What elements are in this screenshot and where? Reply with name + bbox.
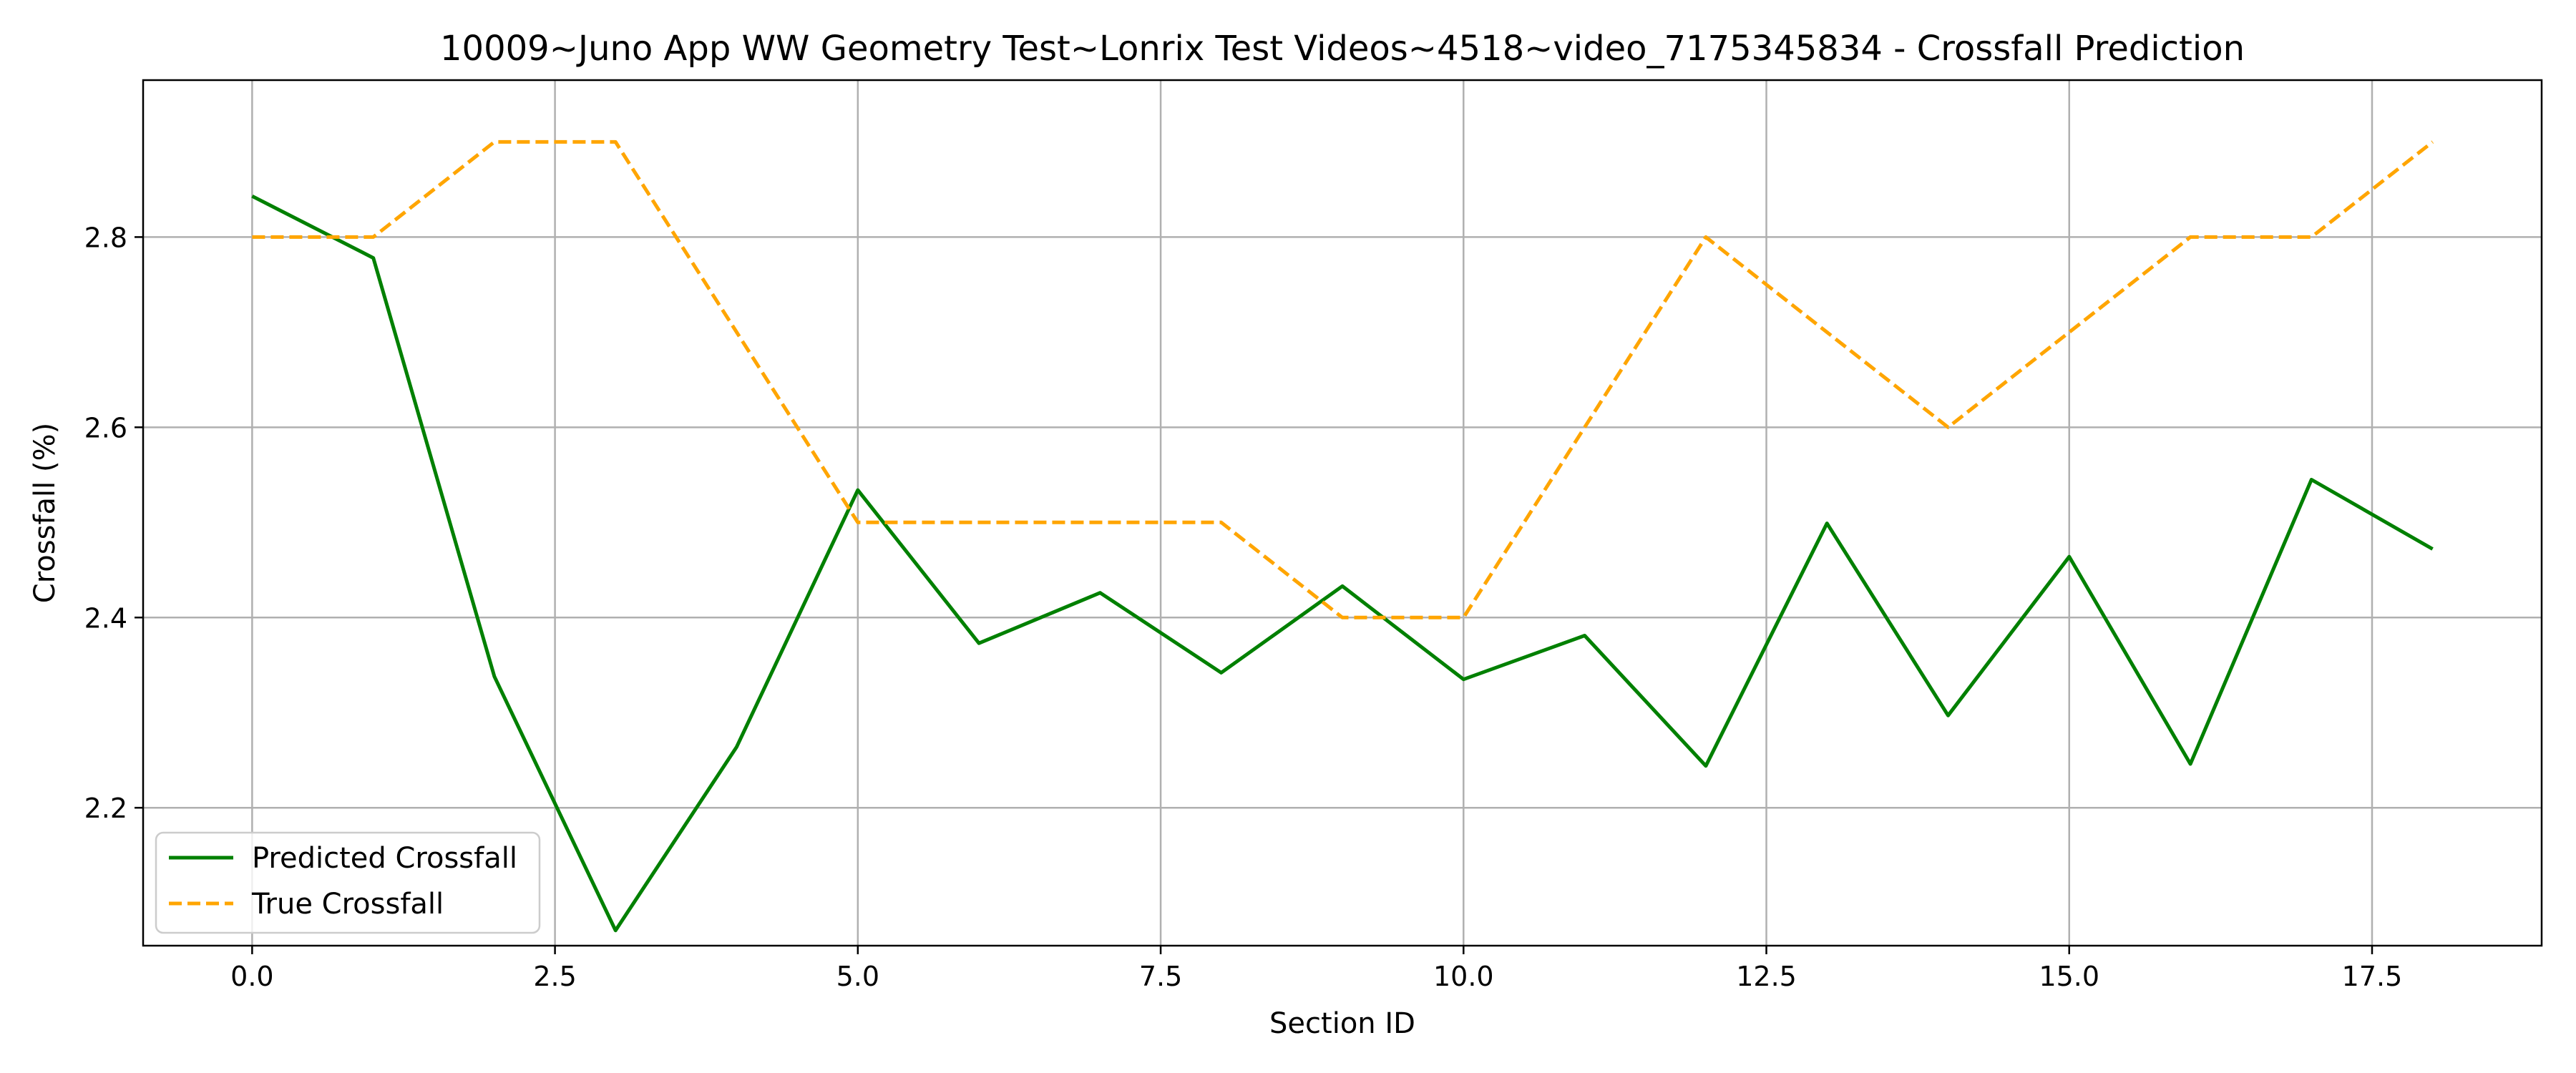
x-tick-label: 17.5	[2342, 961, 2403, 992]
plot-frame	[142, 79, 2543, 947]
x-axis-label: Section ID	[1269, 1007, 1415, 1040]
y-tick-label: 2.6	[84, 412, 127, 444]
x-tick-label: 7.5	[1139, 961, 1182, 992]
y-tick-label: 2.2	[84, 793, 127, 824]
x-tick-label: 2.5	[533, 961, 576, 992]
x-tick-label: 0.0	[230, 961, 273, 992]
legend: Predicted Crossfall True Crossfall	[155, 831, 541, 934]
ticks: 0.0 2.5 5.0 7.5 10.0 12.5 15.0 17.5 2.2 2.4 2.6 2.8	[84, 222, 2403, 992]
y-axis-label: Crossfall (%)	[29, 423, 62, 603]
x-tick-label: 12.5	[1736, 961, 1797, 992]
x-tick-label: 5.0	[836, 961, 879, 992]
y-tick-label: 2.4	[84, 602, 127, 634]
series-line-true-crossfall	[252, 139, 2434, 619]
legend-label-true-crossfall: True Crossfall	[251, 888, 444, 921]
x-tick-label: 10.0	[1433, 961, 1494, 992]
legend-box	[155, 831, 541, 934]
series-line-predicted-crossfall	[251, 194, 2434, 933]
chart-title: 10009~Juno App WW Geometry Test~Lonrix T…	[440, 29, 2245, 69]
series-group	[251, 139, 2434, 933]
x-tick-label: 15.0	[2039, 961, 2099, 992]
y-tick-label: 2.8	[84, 222, 127, 253]
legend-label-predicted-crossfall: Predicted Crossfall	[252, 842, 517, 875]
